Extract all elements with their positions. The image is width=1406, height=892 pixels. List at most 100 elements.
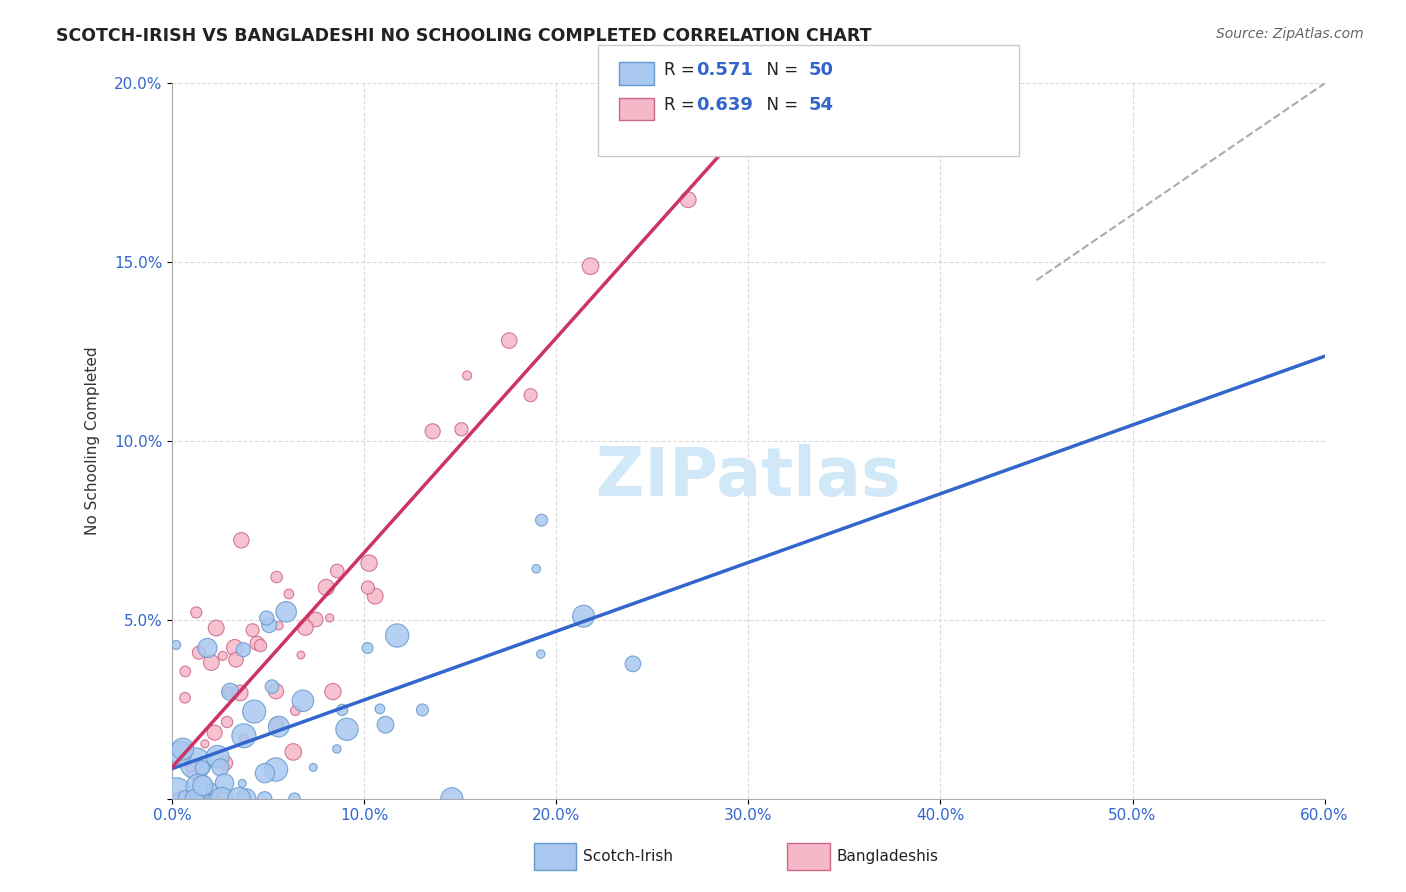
Point: [180, 758, 202, 772]
Text: 0.571: 0.571: [696, 61, 752, 78]
Point: [205, 621, 228, 635]
Point: [209, 760, 232, 774]
Point: [260, 680, 283, 694]
Point: [225, 653, 247, 667]
Point: [530, 513, 553, 527]
Point: [621, 657, 644, 671]
Point: [305, 612, 328, 626]
Point: [231, 533, 253, 548]
Point: [330, 703, 353, 717]
Point: [184, 765, 207, 780]
Point: [194, 737, 217, 751]
Point: [246, 636, 269, 650]
Point: [198, 791, 221, 805]
Point: [232, 729, 254, 743]
Point: [173, 789, 195, 804]
Point: [207, 749, 229, 764]
Point: [204, 725, 226, 739]
Point: [235, 791, 257, 805]
Point: [530, 647, 553, 661]
Point: [498, 334, 520, 348]
Point: [364, 589, 387, 603]
Point: [283, 745, 305, 759]
Point: [224, 640, 246, 655]
Point: [579, 259, 602, 273]
Point: [290, 648, 312, 662]
Point: [322, 684, 344, 698]
Point: [519, 388, 541, 402]
Point: [277, 587, 299, 601]
Text: 0.639: 0.639: [696, 96, 752, 114]
Point: [411, 703, 433, 717]
Point: [318, 611, 340, 625]
Point: [368, 702, 391, 716]
Point: [215, 714, 238, 729]
Point: [183, 791, 205, 805]
Point: [336, 723, 359, 737]
Point: [356, 640, 378, 655]
Point: [200, 656, 222, 670]
Point: [201, 791, 224, 805]
Point: [214, 776, 236, 790]
Point: [450, 422, 472, 436]
Point: [188, 780, 211, 794]
Point: [291, 694, 314, 708]
Point: [174, 665, 197, 679]
Point: [422, 425, 444, 439]
Point: [169, 791, 191, 805]
Point: [249, 639, 271, 653]
Point: [440, 791, 463, 805]
Point: [267, 720, 290, 734]
Point: [257, 618, 280, 632]
Point: [172, 742, 194, 756]
Point: [267, 618, 290, 632]
Point: [186, 791, 208, 805]
Point: [253, 766, 276, 780]
Point: [214, 756, 236, 770]
Point: [172, 742, 194, 756]
Point: [165, 638, 187, 652]
Point: [294, 620, 316, 634]
Point: [191, 761, 214, 775]
Point: [283, 791, 305, 805]
Point: [197, 640, 219, 655]
Point: [676, 193, 699, 207]
Text: ZIPatlas: ZIPatlas: [596, 444, 901, 510]
Point: [456, 368, 478, 383]
Point: [264, 763, 287, 777]
Point: [217, 685, 239, 699]
Point: [166, 791, 188, 805]
Point: [243, 705, 266, 719]
Point: [385, 628, 408, 642]
Point: [256, 611, 278, 625]
Point: [231, 776, 253, 790]
Text: N =: N =: [756, 96, 804, 114]
Point: [572, 609, 595, 624]
Y-axis label: No Schooling Completed: No Schooling Completed: [86, 347, 100, 535]
Text: 50: 50: [808, 61, 834, 78]
Point: [191, 791, 214, 805]
Point: [169, 746, 191, 760]
Point: [242, 624, 264, 638]
Point: [326, 742, 349, 756]
Point: [181, 791, 204, 805]
Point: [166, 785, 188, 799]
Point: [201, 782, 224, 797]
Point: [211, 791, 233, 805]
Point: [284, 704, 307, 718]
Text: R =: R =: [664, 61, 700, 78]
Text: Scotch-Irish: Scotch-Irish: [583, 849, 673, 863]
Point: [229, 686, 252, 700]
Point: [302, 760, 325, 774]
Point: [211, 648, 233, 663]
Point: [524, 562, 547, 576]
Text: 54: 54: [808, 96, 834, 114]
Point: [315, 581, 337, 595]
Text: Source: ZipAtlas.com: Source: ZipAtlas.com: [1216, 27, 1364, 41]
Point: [228, 791, 250, 805]
Point: [266, 570, 288, 584]
Point: [357, 581, 380, 595]
Point: [232, 731, 254, 746]
Point: [174, 690, 197, 705]
Point: [253, 791, 276, 805]
